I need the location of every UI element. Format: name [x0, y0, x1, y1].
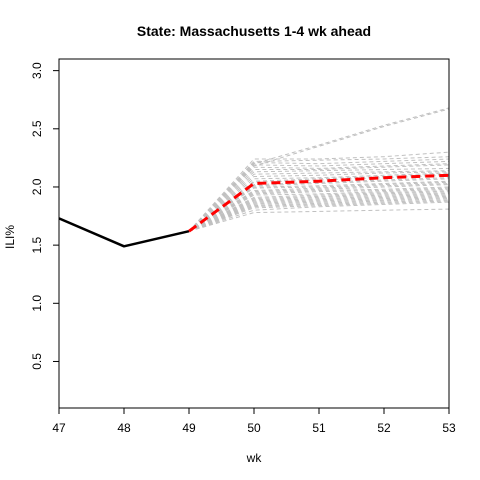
ensemble-line-22: [188, 187, 450, 232]
ensemble-line-25: [188, 191, 450, 232]
x-axis-label: wk: [246, 451, 263, 465]
ensemble-line-35: [188, 208, 450, 232]
x-tick-label-52: 52: [377, 421, 391, 435]
lines-layer: [58, 173, 450, 248]
chart-title: State: Massachusetts 1-4 wk ahead: [137, 23, 371, 39]
ensemble-line-4: [188, 156, 450, 232]
ensemble-line-17: [188, 180, 450, 232]
ensemble-line-15: [188, 177, 450, 232]
ensemble-line-32: [188, 199, 450, 232]
ensemble-line-33: [188, 200, 450, 232]
ensemble-line-12: [188, 172, 450, 232]
ensemble-line-30: [188, 196, 450, 232]
ensemble-line-5: [188, 158, 450, 232]
y-tick-label-1.5: 1.5: [30, 236, 44, 253]
ensemble-line-34: [188, 201, 450, 232]
x-tick-label-51: 51: [312, 421, 326, 435]
x-tick-label-50: 50: [247, 421, 261, 435]
x-tick-label-53: 53: [442, 421, 456, 435]
ensemble-layer: [188, 107, 450, 232]
ensemble-line-7: [188, 163, 450, 232]
ensemble-line-6: [188, 160, 450, 232]
forecast-mean-line: [188, 173, 450, 233]
ensemble-line-21: [188, 186, 450, 232]
observed-line: [58, 217, 190, 248]
y-tick-label-2.0: 2.0: [30, 178, 44, 195]
ensemble-line-1: [188, 107, 450, 232]
y-tick-label-0.5: 0.5: [30, 353, 44, 370]
ensemble-line-10: [188, 170, 450, 232]
ensemble-line-28: [188, 194, 450, 232]
ensemble-line-27: [188, 193, 450, 232]
ensemble-line-31: [188, 198, 450, 232]
ensemble-line-16: [188, 178, 450, 232]
ensemble-line-29: [188, 195, 450, 232]
ensemble-line-24: [188, 190, 450, 232]
plot-frame: [58, 58, 450, 409]
ensemble-line-23: [188, 188, 450, 232]
x-axis: 47 48 49 50 51 52 53: [52, 408, 456, 435]
x-tick-label-47: 47: [52, 421, 66, 435]
ensemble-line-8: [188, 164, 450, 232]
y-tick-label-2.5: 2.5: [30, 120, 44, 137]
y-axis: 0.5 1.0 1.5 2.0 2.5 3.0: [30, 62, 59, 370]
y-axis-label: ILI%: [3, 225, 17, 249]
x-tick-label-48: 48: [117, 421, 131, 435]
x-tick-label-49: 49: [182, 421, 196, 435]
y-tick-label-3.0: 3.0: [30, 62, 44, 79]
y-tick-label-1.0: 1.0: [30, 295, 44, 312]
ensemble-line-9: [188, 167, 450, 232]
ensemble-line-20: [188, 184, 450, 232]
ensemble-line-18: [188, 181, 450, 232]
ensemble-line-3: [188, 151, 450, 232]
ensemble-line-11: [188, 171, 450, 232]
ensemble-line-19: [188, 183, 450, 232]
